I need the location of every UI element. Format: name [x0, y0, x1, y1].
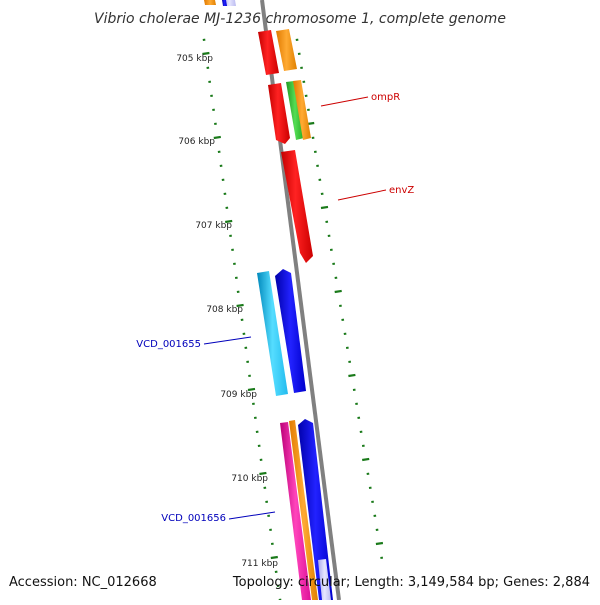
ompR-leader-line: [321, 97, 368, 106]
inner-scale-tick: [271, 557, 278, 558]
outer-scale-tick: [362, 459, 369, 460]
scale-label-710: 710 kbp: [231, 474, 268, 484]
scale-label-708: 708 kbp: [206, 305, 243, 315]
outer-scale-tick: [376, 543, 383, 544]
outer-scale-tick: [335, 291, 342, 292]
summary-text: Topology: circular; Length: 3,149,584 bp…: [232, 575, 590, 590]
gene-label-VCD_001656[interactable]: VCD_001656: [161, 513, 226, 524]
accession-text: Accession: NC_012668: [9, 575, 157, 590]
gene-orange-1[interactable]: [276, 29, 297, 71]
map-title: Vibrio cholerae MJ-1236 chromosome 1, co…: [94, 11, 506, 27]
scale-label-709: 709 kbp: [220, 390, 257, 400]
gene-label-envZ[interactable]: envZ: [389, 185, 414, 196]
gene-label-VCD_001655[interactable]: VCD_001655: [136, 339, 201, 350]
outer-scale-tick: [321, 207, 328, 208]
gene-features: [204, 0, 333, 600]
VCD_001655-leader-line: [204, 337, 251, 344]
gene-labels: ompR envZ VCD_001655 VCD_001656: [136, 92, 414, 524]
gene-red-1[interactable]: [258, 30, 279, 75]
gene-red-envZ[interactable]: [281, 150, 313, 263]
scale-label-706: 706 kbp: [178, 137, 215, 147]
gene-orange-top[interactable]: [204, 0, 216, 5]
envZ-leader-line: [338, 190, 386, 200]
gene-red-2[interactable]: [268, 83, 290, 144]
scale-label-705: 705 kbp: [176, 54, 213, 64]
scale-label-711: 711 kbp: [241, 559, 278, 569]
scale-label-707: 707 kbp: [195, 221, 232, 231]
gene-label-ompR[interactable]: ompR: [371, 92, 400, 103]
outer-scale-tick: [348, 375, 355, 376]
